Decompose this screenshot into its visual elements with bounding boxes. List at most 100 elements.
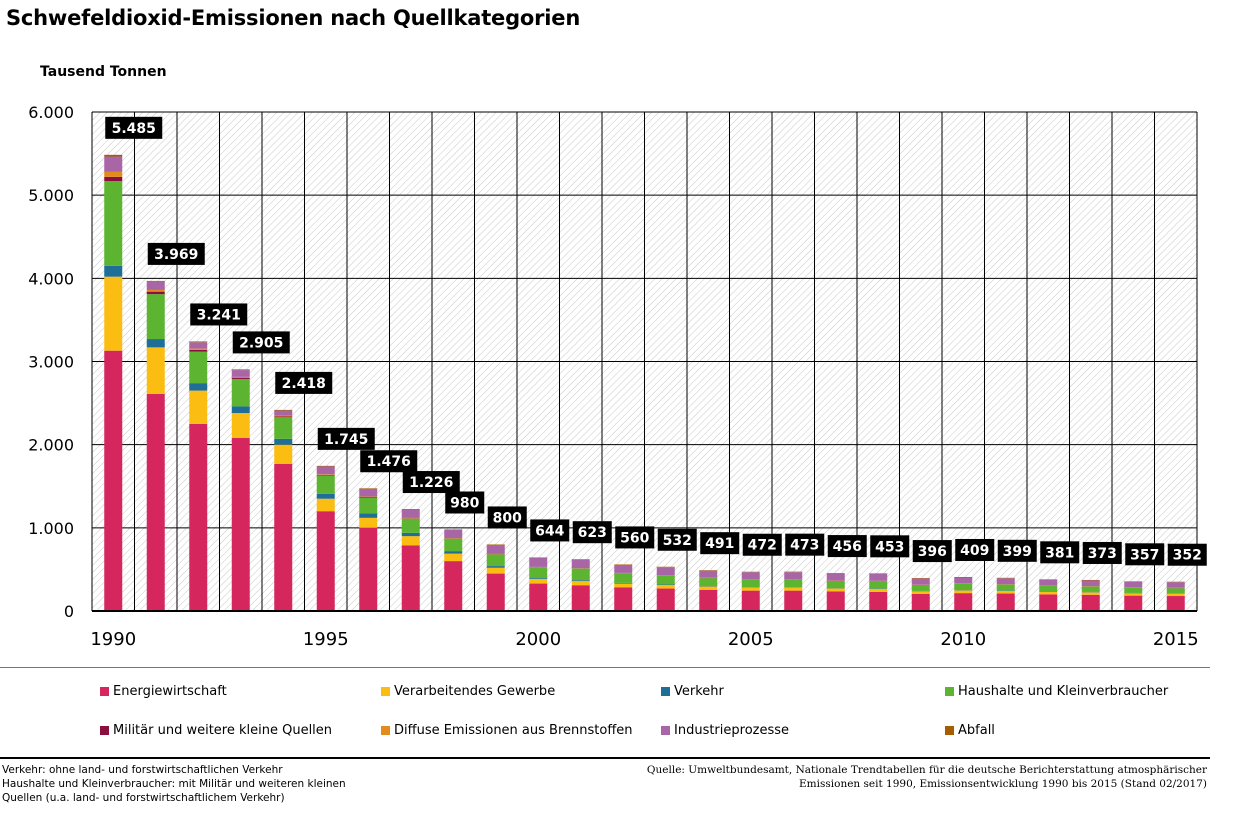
total-label: 456: [833, 539, 862, 555]
source-line-1: Quelle: Umweltbundesamt, Nationale Trend…: [646, 764, 1207, 776]
bar-segment: [146, 393, 165, 611]
legend-swatch: [381, 687, 390, 696]
bar-segment: [231, 378, 250, 407]
bar-segment: [274, 410, 293, 416]
bar-segment: [316, 474, 335, 475]
legend-label: Diffuse Emissionen aus Brennstoffen: [394, 723, 633, 738]
total-label: 399: [1003, 544, 1032, 560]
bar-segment: [189, 383, 208, 391]
bar-segment: [614, 583, 633, 588]
total-label-box: [275, 371, 333, 394]
footnote-haushalte-cont: Quellen (u.a. land- und forstwirtschaftl…: [2, 792, 285, 804]
total-label: 381: [1045, 545, 1074, 561]
y-tick-label: 3.000: [28, 353, 74, 372]
legend-item: Energiewirtschaft: [100, 684, 227, 699]
total-label: 644: [535, 523, 564, 539]
legend-item: Militär und weitere kleine Quellen: [100, 723, 332, 738]
total-label-box: [402, 471, 460, 494]
bar-segment: [656, 588, 675, 611]
bar-segment: [1166, 593, 1185, 597]
bar-segment: [444, 551, 463, 554]
bar-segment: [274, 463, 293, 611]
total-label-box: [742, 533, 782, 556]
legend-label: Energiewirtschaft: [113, 684, 227, 699]
legend-label: Militär und weitere kleine Quellen: [113, 723, 333, 738]
bar-segment: [571, 568, 590, 581]
bar-segment: [359, 488, 378, 497]
legend-label: Industrieprozesse: [674, 723, 790, 738]
bar-segment: [231, 377, 250, 379]
total-label-box: [105, 116, 163, 139]
bar-segment: [869, 591, 888, 611]
legend-label: Haushalte und Kleinverbraucher: [958, 684, 1169, 699]
total-label: 1.476: [367, 454, 411, 470]
bar-segment: [911, 593, 930, 611]
total-label: 623: [578, 525, 607, 541]
bar-segment: [826, 588, 845, 592]
total-label-box: [445, 491, 485, 514]
legend-label: Verkehr: [674, 684, 724, 699]
legend-item: Diffuse Emissionen aus Brennstoffen: [381, 723, 633, 738]
bar-segment: [954, 590, 973, 594]
total-label: 532: [663, 533, 692, 549]
bar-segment: [401, 532, 420, 537]
y-tick-label: 5.000: [28, 186, 74, 205]
chart-title: Schwefeldioxid-Emissionen nach Quellkate…: [6, 6, 581, 30]
legend-top-rule: [0, 667, 1210, 668]
bar-segment: [911, 578, 930, 585]
legend-label: Abfall: [958, 723, 995, 738]
bar-segment: [146, 339, 165, 348]
footer-rule: [0, 757, 1210, 759]
bar-segment: [1124, 595, 1143, 611]
bar-segment: [274, 415, 293, 417]
total-label-box: [1040, 541, 1080, 564]
y-tick-label: 1.000: [28, 519, 74, 538]
bar-segment: [954, 577, 973, 584]
y-axis-unit-label: Tausend Tonnen: [40, 64, 167, 80]
bar-segment: [146, 289, 165, 292]
legend-swatch: [945, 687, 954, 696]
bar-segment: [869, 581, 888, 589]
bar-segment: [104, 276, 123, 351]
total-label-box: [572, 521, 612, 544]
bar-segment: [869, 573, 888, 581]
bar-segment: [996, 578, 1015, 585]
bar-segment: [826, 573, 845, 581]
bar-segment: [614, 564, 633, 573]
total-label-box: [487, 506, 527, 529]
legend-item: Haushalte und Kleinverbraucher: [945, 684, 1168, 699]
legend-swatch: [945, 726, 954, 735]
bar-segment: [104, 171, 123, 177]
bar-segment: [486, 544, 505, 554]
bar-segment: [401, 536, 420, 546]
bar-segment: [911, 591, 930, 594]
bar-segment: [614, 582, 633, 584]
bar-segment: [784, 587, 803, 591]
total-label-box: [827, 535, 867, 558]
source-line-2: Emissionen seit 1990, Emissionsentwicklu…: [799, 778, 1207, 790]
bar-segment: [614, 573, 633, 583]
stacked-bar-chart: 0 1.000 2.000 3.000 4.000 5.000 6.000 5.485 3.96…: [28, 103, 1207, 650]
y-tick-label: 0: [64, 602, 74, 621]
bar-segment: [571, 581, 590, 586]
bar-segment: [529, 578, 548, 584]
bar-segment: [316, 493, 335, 499]
total-label: 560: [620, 530, 649, 546]
bar-segment: [146, 294, 165, 340]
bar-segment: [146, 291, 165, 295]
legend-swatch: [661, 726, 670, 735]
legend-item: Abfall: [945, 723, 995, 738]
legend-label: Verarbeitendes Gewerbe: [394, 684, 556, 699]
total-label-box: [147, 242, 205, 265]
total-label-box: [530, 519, 570, 542]
bar-segment: [1166, 596, 1185, 611]
total-label: 409: [960, 543, 989, 559]
bar-segment: [189, 348, 208, 350]
total-label: 472: [748, 538, 777, 554]
bar-segment: [231, 438, 250, 611]
total-label-box: [785, 533, 825, 556]
bar-segment: [189, 349, 208, 352]
legend-item: Industrieprozesse: [661, 723, 789, 738]
bar-segment: [911, 585, 930, 591]
legend-swatch: [661, 687, 670, 696]
